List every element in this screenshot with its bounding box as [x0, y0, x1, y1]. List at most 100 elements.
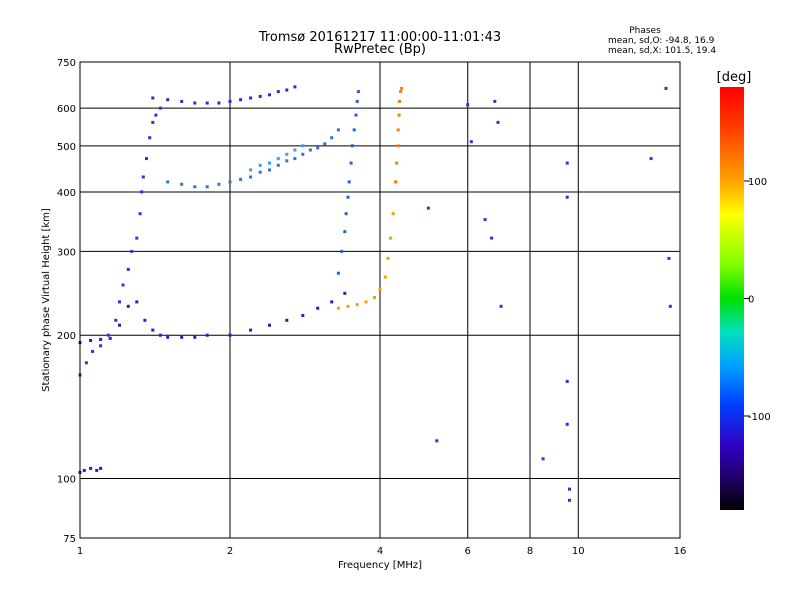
data-point: [400, 86, 404, 90]
data-point: [99, 337, 103, 341]
x-axis-label: Frequency [MHz]: [338, 560, 422, 571]
data-point: [391, 212, 395, 216]
data-point: [352, 128, 356, 132]
data-point: [268, 323, 271, 327]
data-point: [285, 88, 289, 92]
y-tick-label: 75: [63, 534, 76, 545]
data-point: [349, 161, 353, 165]
data-point: [373, 296, 376, 299]
data-point: [249, 96, 253, 100]
data-point: [285, 152, 289, 156]
y-tick-label: 100: [57, 475, 76, 486]
data-point: [354, 113, 358, 117]
data-point: [141, 175, 145, 179]
data-point: [145, 157, 148, 161]
data-point: [276, 157, 280, 161]
chart-subtitle: RwPretec (Bp): [334, 42, 426, 57]
data-point: [166, 335, 170, 339]
grid-lines: [80, 62, 680, 538]
stats-heading: Phases: [629, 26, 661, 36]
data-point: [565, 422, 569, 426]
colorbar-tick-label: 0: [748, 295, 754, 306]
data-point: [151, 96, 155, 100]
data-point: [151, 328, 155, 332]
data-point: [158, 333, 162, 337]
data-point: [399, 90, 403, 94]
x-axis-ticks: 1 2 4 6 8 10 16: [77, 546, 687, 557]
x-tick-label: 1: [77, 546, 83, 557]
data-point: [258, 170, 262, 174]
data-point: [398, 99, 402, 103]
data-point: [499, 304, 503, 308]
colorbar-ticks: 100 0 -100: [744, 177, 771, 423]
data-point: [143, 318, 147, 322]
data-point: [91, 349, 95, 353]
data-point: [258, 94, 262, 98]
data-point: [193, 335, 197, 339]
data-point: [249, 175, 253, 179]
data-point: [239, 98, 243, 102]
data-point: [343, 230, 347, 234]
data-point: [395, 161, 399, 165]
data-point: [108, 336, 112, 340]
data-point: [249, 328, 253, 332]
data-point: [364, 300, 368, 304]
data-point: [268, 161, 271, 165]
data-point: [565, 379, 569, 383]
data-point: [151, 120, 155, 124]
x-tick-label: 10: [572, 546, 585, 557]
data-point: [378, 287, 382, 291]
data-point: [568, 498, 571, 502]
data-point: [140, 190, 144, 194]
data-point: [114, 318, 118, 322]
data-point: [193, 185, 197, 189]
data-point: [166, 98, 170, 102]
data-point: [95, 468, 99, 472]
data-point: [84, 361, 88, 365]
data-point: [99, 466, 103, 470]
data-point: [483, 218, 487, 222]
data-point: [667, 256, 671, 260]
data-point: [82, 468, 86, 472]
data-point: [148, 136, 152, 140]
data-point: [389, 236, 393, 240]
data-point: [99, 344, 103, 348]
data-point: [138, 212, 142, 216]
data-point: [285, 159, 289, 163]
data-points: [78, 85, 672, 502]
data-point: [355, 303, 359, 307]
y-tick-label: 500: [57, 142, 76, 153]
data-point: [118, 300, 121, 304]
data-point: [383, 275, 387, 279]
data-point: [121, 283, 125, 287]
data-point: [228, 180, 232, 184]
data-point: [217, 182, 221, 186]
data-point: [180, 99, 184, 103]
data-point: [268, 93, 271, 97]
data-point: [293, 148, 297, 152]
x-tick-label: 2: [227, 546, 233, 557]
chart-title: Tromsø 20161217 11:00:00-11:01:43: [258, 30, 501, 45]
data-point: [180, 182, 184, 186]
data-point: [346, 304, 350, 308]
data-point: [166, 180, 170, 184]
data-point: [228, 333, 232, 337]
data-point: [323, 142, 327, 146]
data-point: [347, 180, 351, 184]
data-point: [356, 90, 360, 94]
data-point: [343, 291, 347, 295]
y-tick-label: 600: [57, 104, 76, 115]
colorbar: [720, 87, 744, 510]
data-point: [130, 249, 134, 253]
data-point: [386, 256, 390, 260]
data-point: [193, 101, 197, 105]
data-point: [316, 306, 320, 310]
x-tick-label: 4: [377, 546, 383, 557]
data-point: [350, 144, 354, 148]
data-point: [118, 323, 121, 327]
colorbar-label: [deg]: [717, 70, 752, 85]
data-point: [330, 300, 334, 304]
x-tick-label: 6: [465, 546, 471, 557]
data-point: [565, 161, 569, 165]
